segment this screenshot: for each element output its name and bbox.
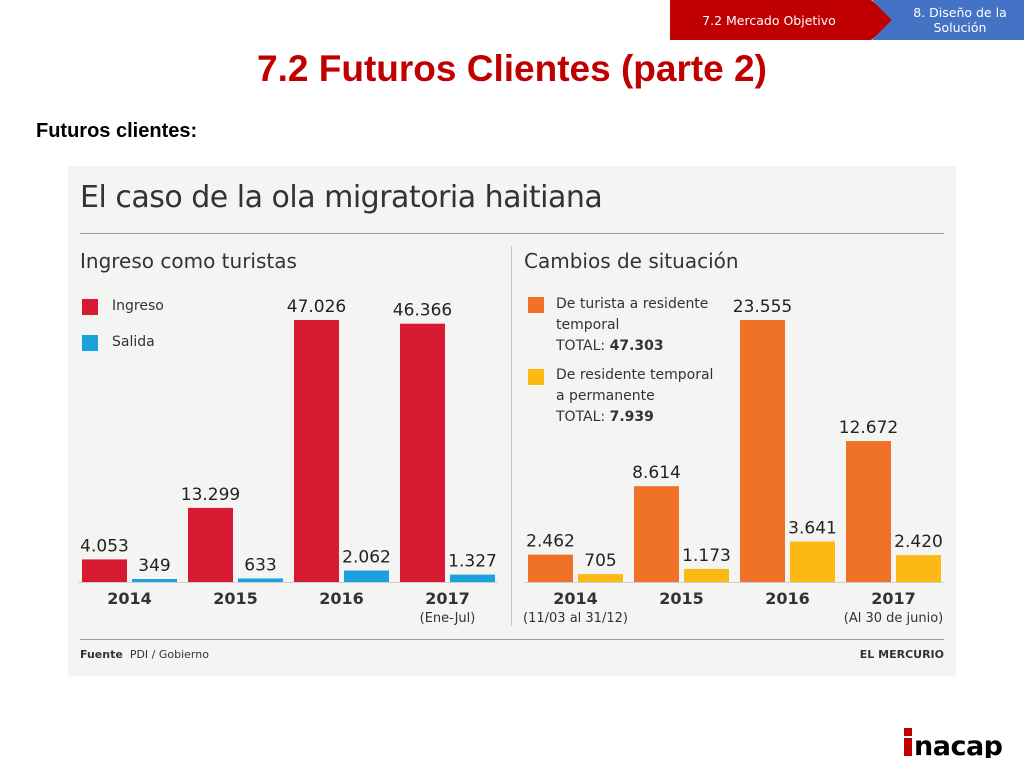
right-chart-title: Cambios de situación (524, 249, 739, 273)
legend-temporal-total-label: TOTAL: (556, 338, 606, 354)
status-bar-a-2016 (740, 320, 785, 582)
infographic-title: El caso de la ola migratoria haitiana (80, 180, 603, 215)
source-label: Fuente (80, 648, 123, 661)
status-bar-a-2017 (846, 441, 891, 582)
tourist-bar-a-2014 (82, 559, 127, 582)
legend-permanente-total-label: TOTAL: (556, 409, 606, 425)
legend-text-temporal: De turista a residente temporal TOTAL: 4… (556, 294, 708, 357)
tourist-data-label: 2.062 (342, 548, 391, 568)
status-bar-b-2014 (578, 574, 623, 582)
status-data-label: 2.420 (894, 532, 943, 552)
bar-charts: 4.053 349 2014 13.299 633 2015 47.026 2.062 2016… (78, 297, 944, 626)
status-data-label: 705 (584, 551, 616, 571)
status-category-note: (Al 30 de junio) (844, 611, 944, 626)
publisher-credit: EL MERCURIO (859, 648, 944, 661)
status-category-label: 2015 (659, 589, 704, 608)
status-bar-a-2015 (634, 486, 679, 582)
legend-label-salida: Salida (112, 334, 155, 350)
tourist-bar-a-2015 (188, 507, 233, 582)
tourist-data-label: 1.327 (448, 552, 497, 572)
tourist-bar-b-2014 (132, 579, 177, 582)
legend-temporal-line1: De turista a residente (556, 296, 709, 312)
tourist-data-label: 13.299 (181, 485, 240, 505)
legend-swatch-salida (82, 335, 98, 351)
legend-permanente-line1: De residente temporal (556, 367, 714, 383)
status-category-label: 2017 (871, 589, 916, 608)
tourist-bar-a-2016 (294, 320, 339, 582)
status-data-label: 2.462 (526, 532, 575, 552)
tourist-category-label: 2015 (213, 589, 258, 608)
status-data-label: 12.672 (839, 418, 898, 438)
legend-temporal-line2: temporal (556, 317, 620, 333)
tourist-category-label: 2014 (107, 589, 152, 608)
inacap-logo: nacap (904, 728, 1003, 758)
tourist-data-label: 349 (138, 556, 170, 576)
legend-permanente-total-value: 7.939 (609, 409, 654, 425)
legend-text-permanente: De residente temporal a permanente TOTAL… (556, 365, 713, 428)
status-category-label: 2016 (765, 589, 810, 608)
panel-divider (511, 246, 512, 626)
status-data-label: 23.555 (733, 297, 792, 317)
logo-square-icon (904, 728, 912, 736)
legend-permanente-line2: a permanente (556, 388, 655, 404)
tourist-data-label: 46.366 (393, 301, 452, 321)
legend-temporal-total: TOTAL: 47.303 (556, 336, 708, 357)
legend-swatch-permanente (528, 369, 544, 385)
tourist-category-label: 2016 (319, 589, 364, 608)
status-bar-b-2017 (896, 555, 941, 582)
legend-temporal-total-value: 47.303 (609, 338, 664, 354)
status-category-note: (11/03 al 31/12) (523, 611, 628, 626)
legend-label-ingreso: Ingreso (112, 298, 164, 314)
tourist-bar-b-2015 (238, 578, 283, 582)
tourist-bar-b-2016 (344, 570, 389, 582)
tourist-bar-a-2017 (400, 323, 445, 582)
breadcrumb-next-label: 8. Diseño de la Solución (913, 5, 1007, 35)
status-bar-b-2015 (684, 568, 729, 582)
infographic: El caso de la ola migratoria haitiana In… (68, 166, 956, 676)
status-bar-b-2016 (790, 541, 835, 582)
source-note: Fuente PDI / Gobierno (80, 648, 209, 661)
breadcrumb-next-section[interactable]: 8. Diseño de la Solución (872, 0, 1024, 40)
footer-divider (80, 639, 944, 640)
breadcrumb-current-section[interactable]: 7.2 Mercado Objetivo (670, 0, 896, 40)
breadcrumb-current-label: 7.2 Mercado Objetivo (702, 12, 836, 28)
status-data-label: 1.173 (682, 546, 731, 566)
status-bar-a-2014 (528, 554, 573, 582)
legend-swatch-ingreso (82, 299, 98, 315)
logo-bar-icon (904, 738, 912, 756)
tourist-bar-b-2017 (450, 574, 495, 582)
source-value: PDI / Gobierno (129, 648, 209, 661)
logo-text: nacap (914, 731, 1003, 758)
page-title: 7.2 Futuros Clientes (parte 2) (257, 48, 767, 89)
legend-swatch-temporal (528, 297, 544, 313)
section-subtitle: Futuros clientes: (36, 120, 198, 142)
tourist-data-label: 4.053 (80, 536, 129, 556)
status-category-label: 2014 (553, 589, 598, 608)
tourist-category-label: 2017 (425, 589, 470, 608)
title-divider (80, 233, 944, 234)
status-data-label: 3.641 (788, 519, 837, 539)
tourist-data-label: 47.026 (287, 297, 346, 317)
legend-permanente-total: TOTAL: 7.939 (556, 407, 713, 428)
tourist-category-note: (Ene-Jul) (420, 611, 476, 626)
tourist-data-label: 633 (244, 555, 276, 575)
left-chart-title: Ingreso como turistas (80, 249, 297, 273)
status-data-label: 8.614 (632, 463, 681, 483)
